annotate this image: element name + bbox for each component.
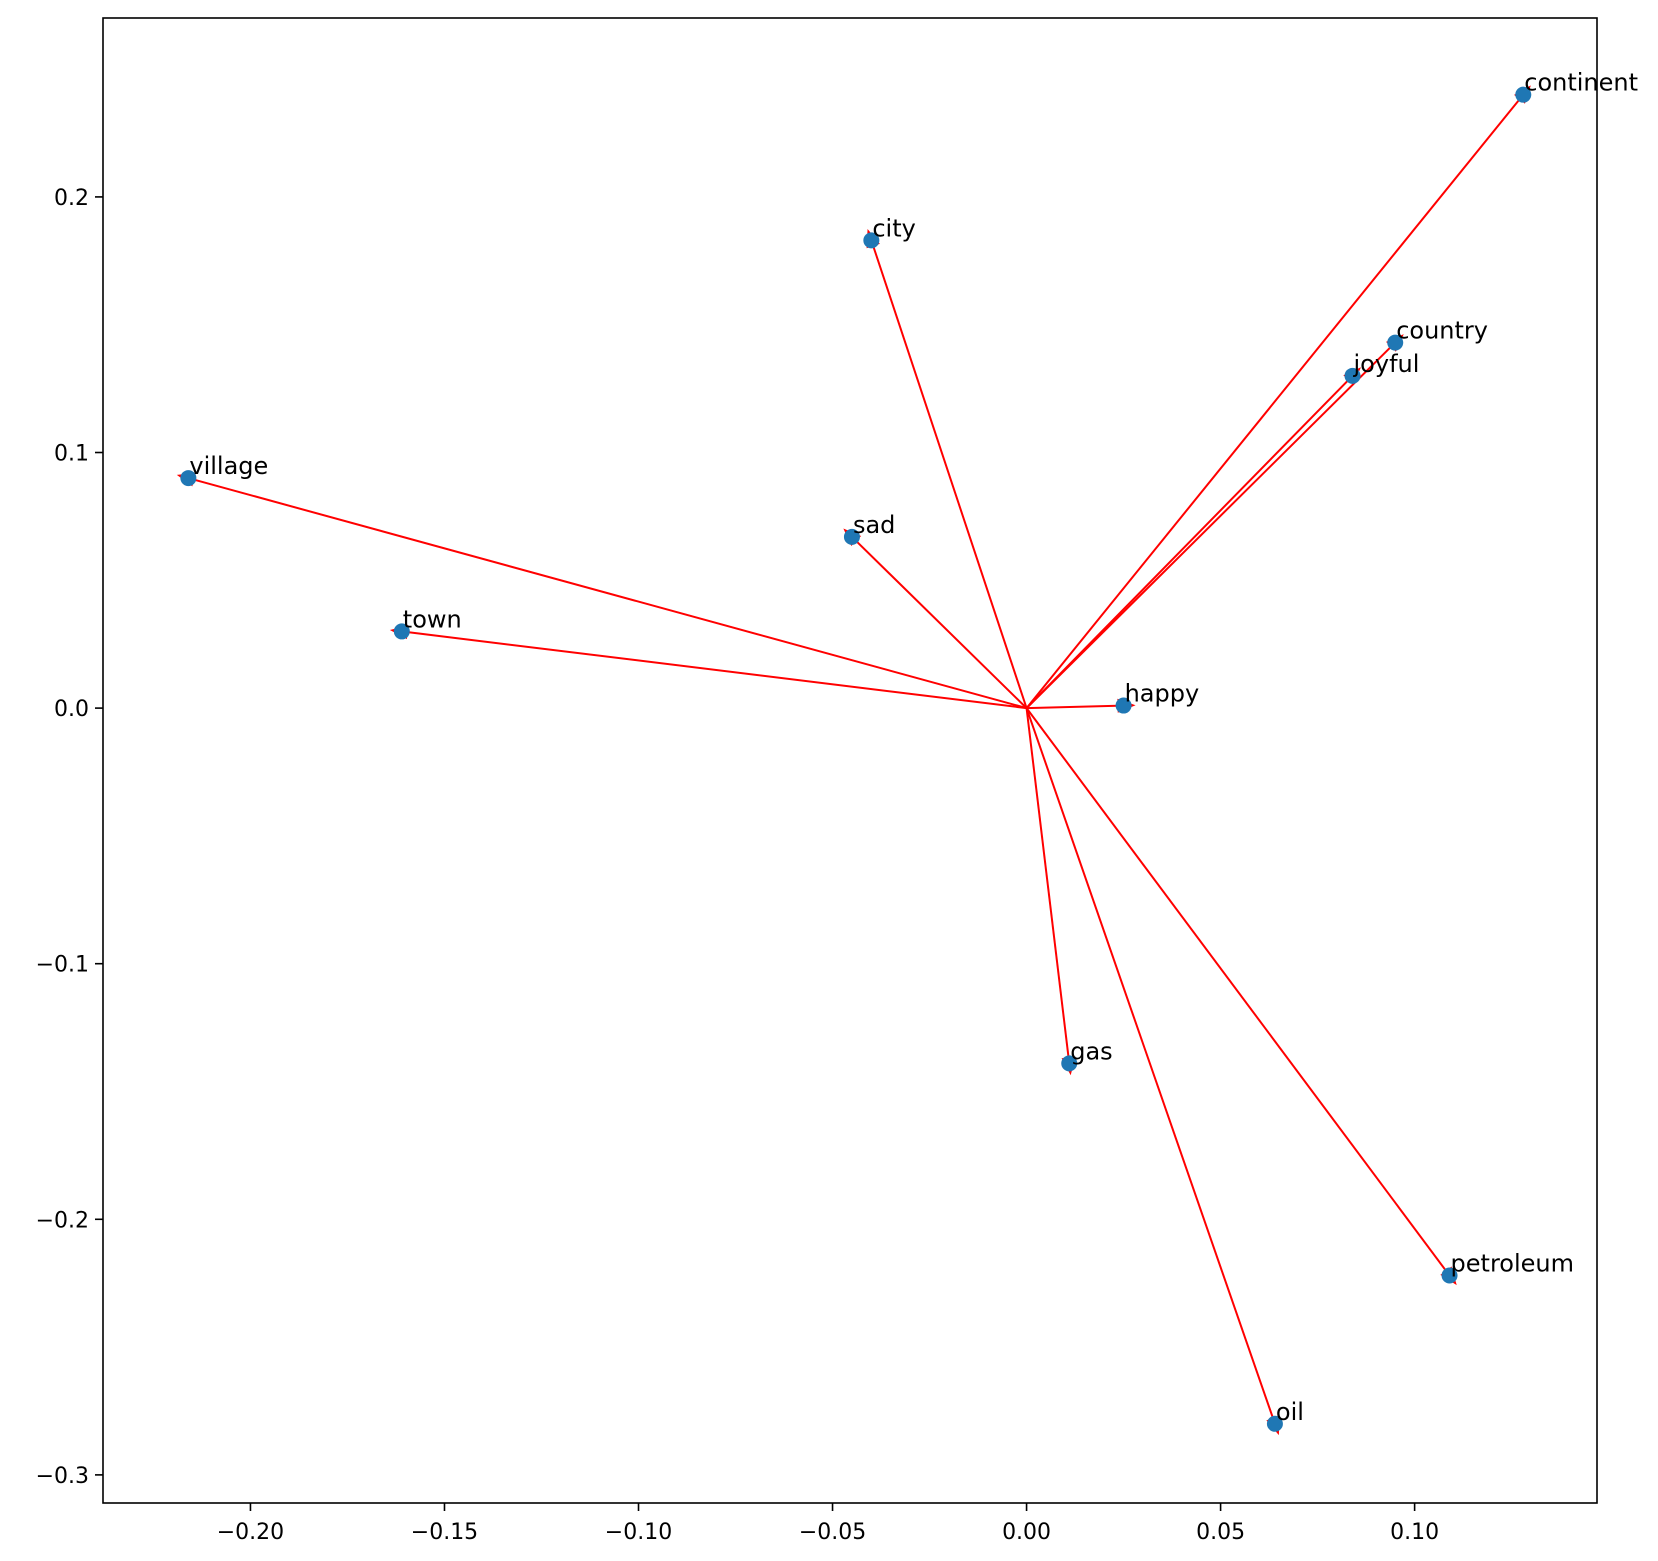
- x-tick-label: −0.20: [217, 1520, 284, 1545]
- arrow-shaft: [407, 631, 1027, 710]
- data-point: [1515, 86, 1532, 103]
- x-tick-label: 0.05: [1196, 1520, 1245, 1545]
- data-point: [863, 232, 880, 249]
- data-point: [1266, 1415, 1283, 1432]
- x-tick-label: 0.10: [1390, 1520, 1439, 1545]
- y-axis: −0.3 −0.2 −0.1 0.0 0.1 0.2: [36, 186, 103, 1489]
- y-tick-label: −0.1: [36, 953, 89, 978]
- point-label: village: [189, 452, 268, 480]
- arrow-shaft: [1025, 379, 1350, 709]
- data-point: [393, 623, 410, 640]
- x-tick-label: −0.10: [605, 1520, 672, 1545]
- x-axis: −0.20 −0.15 −0.10 −0.05 0.00 0.05 0.10: [217, 1503, 1439, 1545]
- point-layer: [180, 86, 1532, 1432]
- arrow-shaft: [1025, 707, 1070, 1058]
- point-label: happy: [1125, 680, 1200, 708]
- data-point: [1387, 334, 1404, 351]
- y-tick-label: −0.3: [36, 1464, 89, 1489]
- point-label: oil: [1276, 1398, 1304, 1426]
- point-label: sad: [853, 511, 895, 539]
- point-label: town: [403, 605, 462, 633]
- data-point: [1061, 1055, 1078, 1072]
- arrow-shaft: [1025, 707, 1274, 1419]
- y-tick-label: 0.2: [54, 186, 89, 211]
- point-label: continent: [1524, 69, 1638, 97]
- point-label: joyful: [1353, 350, 1420, 378]
- point-label: gas: [1070, 1037, 1112, 1065]
- data-point: [180, 470, 197, 487]
- x-tick-label: −0.15: [411, 1520, 478, 1545]
- y-tick-label: 0.1: [54, 442, 89, 467]
- y-tick-label: 0.0: [54, 697, 89, 722]
- point-label: country: [1396, 317, 1488, 345]
- plot-frame: [102, 17, 1598, 1504]
- x-tick-label: −0.05: [799, 1520, 866, 1545]
- data-point: [843, 528, 860, 545]
- arrow-shaft: [855, 540, 1028, 709]
- data-point: [1344, 367, 1361, 384]
- point-label: petroleum: [1451, 1250, 1574, 1278]
- arrow-shaft: [1026, 704, 1118, 710]
- x-tick-label: 0.00: [1002, 1520, 1051, 1545]
- label-layer: continent city country joyful village sad town…: [189, 69, 1638, 1426]
- y-tick-label: −0.2: [36, 1208, 89, 1233]
- arrow-shaft: [1025, 707, 1447, 1272]
- arrow-shaft: [1025, 346, 1392, 709]
- point-label: city: [872, 214, 915, 242]
- arrow-shaft: [193, 478, 1027, 710]
- data-point: [1115, 697, 1132, 714]
- data-point: [1441, 1267, 1458, 1284]
- arrow-shaft: [872, 245, 1028, 709]
- arrow-shaft: [1025, 98, 1521, 709]
